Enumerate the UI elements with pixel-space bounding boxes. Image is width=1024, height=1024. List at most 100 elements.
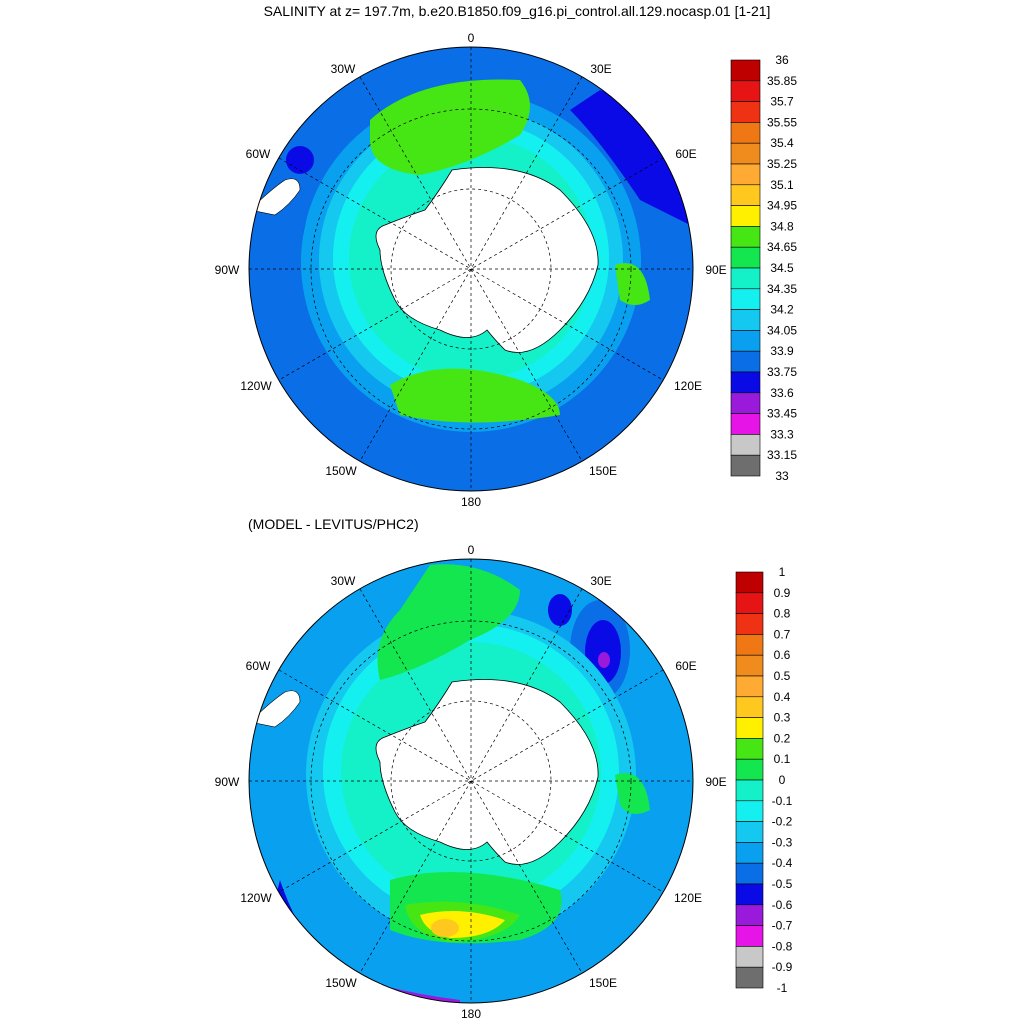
bottom-colorbar-swatch bbox=[735, 696, 764, 718]
bottom-colorbar-label: -1 bbox=[777, 981, 788, 995]
top-lon-label: 180 bbox=[461, 495, 481, 509]
bottom-ne-deep-blue-2 bbox=[548, 594, 572, 626]
bottom-colorbar-swatch bbox=[735, 738, 764, 760]
bottom-colorbar-swatch bbox=[735, 717, 764, 739]
bottom-colorbar-swatch bbox=[735, 634, 764, 656]
top-colorbar-label: 34.05 bbox=[767, 323, 797, 337]
top-colorbar-swatch bbox=[730, 184, 761, 206]
top-colorbar-swatch bbox=[730, 350, 761, 373]
top-colorbar: 33 33.15 33.3 33.45 33.6 33.75 33.9 34.05 34.2 34… bbox=[730, 53, 797, 483]
bottom-panel-title: (MODEL - LEVITUS/PHC2) bbox=[248, 516, 419, 532]
bottom-lon-label: 120W bbox=[240, 891, 272, 905]
top-lon-label: 150W bbox=[325, 464, 357, 478]
bottom-colorbar-label: 0.2 bbox=[774, 731, 791, 745]
top-map-border bbox=[248, 46, 694, 492]
top-colorbar-label: 35.55 bbox=[767, 115, 797, 129]
top-colorbar-swatch bbox=[730, 309, 761, 331]
bottom-colorbar-swatch bbox=[735, 821, 764, 843]
top-colorbar-swatch bbox=[730, 246, 761, 269]
bottom-lon-label: 150E bbox=[589, 976, 617, 990]
bottom-colorbar-label: -0.3 bbox=[772, 835, 793, 849]
top-lon-label: 60E bbox=[675, 147, 696, 161]
bottom-colorbar-label: 1 bbox=[779, 565, 786, 579]
bottom-colorbar-label: -0.6 bbox=[772, 898, 793, 912]
bottom-colorbar-label: 0.8 bbox=[774, 607, 791, 621]
bottom-colorbar-label: 0.7 bbox=[774, 627, 791, 641]
top-lon-label: 60W bbox=[246, 147, 271, 161]
top-colorbar-label: 35.85 bbox=[767, 74, 797, 88]
top-colorbar-swatch bbox=[730, 205, 761, 227]
bottom-colorbar-label: 0.4 bbox=[774, 690, 791, 704]
top-graticule bbox=[249, 47, 693, 491]
bottom-colorbar-label: -0.1 bbox=[772, 794, 793, 808]
top-lon-label: 90W bbox=[215, 263, 240, 277]
bottom-colorbar-label: 0.6 bbox=[774, 648, 791, 662]
bottom-east-green bbox=[615, 773, 650, 814]
top-colorbar-label: 33 bbox=[775, 469, 789, 483]
top-blue-patch-ne bbox=[570, 90, 693, 230]
bottom-colorbar-swatch bbox=[735, 883, 764, 906]
bottom-colorbar-label: -0.5 bbox=[772, 877, 793, 891]
top-colorbar-label: 34.95 bbox=[767, 199, 797, 213]
top-colorbar-label: 35.7 bbox=[770, 95, 794, 109]
bottom-colorbar-swatch bbox=[735, 966, 764, 989]
bottom-lon-label: 120E bbox=[674, 891, 702, 905]
top-colorbar-label: 35.1 bbox=[770, 178, 794, 192]
bottom-colorbar-label: 0 bbox=[779, 773, 786, 787]
top-lon-label: 30W bbox=[331, 62, 356, 76]
top-weddell-green bbox=[370, 79, 530, 175]
bottom-ross-orange bbox=[431, 919, 459, 937]
bottom-colorbar-swatch bbox=[735, 654, 764, 677]
bottom-panel: (MODEL - LEVITUS/PHC2) bbox=[215, 516, 793, 1021]
top-colorbar-swatch bbox=[730, 434, 761, 456]
top-lon-labels: 0 30E 60E 90E 120E 150E 180 150W 120W 90… bbox=[215, 31, 727, 509]
bottom-colorbar-swatch bbox=[735, 904, 764, 926]
bottom-weddell-green bbox=[377, 564, 520, 680]
top-east-green bbox=[615, 263, 650, 305]
top-colorbar-swatch bbox=[730, 330, 761, 352]
top-colorbar-swatch bbox=[730, 101, 761, 123]
bottom-colorbar-label: 0.1 bbox=[774, 752, 791, 766]
bottom-lon-label: 0 bbox=[468, 543, 475, 557]
bottom-colorbar-label: -0.7 bbox=[772, 919, 793, 933]
bottom-lon-label: 180 bbox=[461, 1007, 481, 1021]
bottom-graticule bbox=[249, 559, 693, 1003]
top-south-america bbox=[249, 178, 301, 216]
bottom-lon-label: 60W bbox=[246, 659, 271, 673]
top-blue-patch-nw bbox=[286, 146, 314, 174]
bottom-map-border bbox=[248, 558, 694, 1004]
bottom-colorbar-swatch bbox=[735, 800, 764, 822]
top-lon-label: 120E bbox=[674, 379, 702, 393]
bottom-colorbar-label: -0.2 bbox=[772, 815, 793, 829]
top-colorbar-swatch bbox=[730, 371, 761, 394]
bottom-colorbar-swatch bbox=[735, 675, 764, 698]
bottom-colorbar-swatch bbox=[735, 571, 764, 594]
top-colorbar-label: 34.8 bbox=[770, 219, 794, 233]
top-colorbar-label: 34.5 bbox=[770, 261, 794, 275]
bottom-colorbar-label: 0.5 bbox=[774, 669, 791, 683]
top-colorbar-label: 34.2 bbox=[770, 303, 794, 317]
top-colorbar-swatch bbox=[730, 392, 761, 414]
bottom-colorbar-swatch bbox=[735, 613, 764, 635]
top-colorbar-swatch bbox=[730, 226, 761, 248]
top-lon-label: 120W bbox=[240, 379, 272, 393]
top-colorbar-label: 33.75 bbox=[767, 365, 797, 379]
top-lon-label: 0 bbox=[468, 31, 475, 45]
top-colorbar-label: 33.3 bbox=[770, 427, 794, 441]
bottom-colorbar-swatch bbox=[735, 862, 764, 885]
bottom-lon-label: 60E bbox=[675, 659, 696, 673]
bottom-antarctica bbox=[375, 679, 599, 865]
top-map bbox=[249, 47, 693, 491]
top-colorbar-label: 36 bbox=[775, 53, 789, 67]
bottom-colorbar-label: 0.9 bbox=[774, 586, 791, 600]
bottom-colorbar-swatch bbox=[735, 779, 764, 802]
bottom-lon-label: 30E bbox=[590, 574, 611, 588]
bottom-south-america bbox=[249, 690, 301, 728]
top-colorbar-swatch bbox=[730, 288, 761, 310]
bottom-colorbar-swatch bbox=[735, 925, 764, 947]
top-colorbar-swatch bbox=[730, 267, 761, 290]
top-colorbar-swatch bbox=[730, 454, 761, 477]
top-colorbar-label: 33.15 bbox=[767, 448, 797, 462]
bottom-colorbar-label: -0.8 bbox=[772, 939, 793, 953]
top-colorbar-label: 35.25 bbox=[767, 157, 797, 171]
